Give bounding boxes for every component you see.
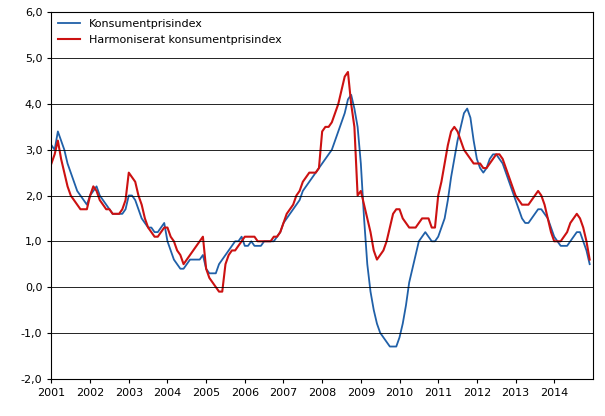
Konsumentprisindex [586,262,594,267]
Konsumentprisindex [347,92,355,97]
Harmoniserat konsumentprisindex [215,289,223,294]
Harmoniserat konsumentprisindex [145,225,152,230]
Line: Konsumentprisindex: Konsumentprisindex [51,95,590,347]
Harmoniserat konsumentprisindex [235,243,242,248]
Harmoniserat konsumentprisindex [586,257,594,262]
Harmoniserat konsumentprisindex [344,69,352,74]
Harmoniserat konsumentprisindex [370,248,378,253]
Konsumentprisindex [357,161,364,166]
Harmoniserat konsumentprisindex [48,161,55,166]
Harmoniserat konsumentprisindex [203,266,210,271]
Konsumentprisindex [203,266,210,271]
Konsumentprisindex [367,289,374,294]
Harmoniserat konsumentprisindex [361,202,368,207]
Konsumentprisindex [386,344,393,349]
Konsumentprisindex [232,239,239,244]
Line: Harmoniserat konsumentprisindex: Harmoniserat konsumentprisindex [51,72,590,292]
Legend: Konsumentprisindex, Harmoniserat konsumentprisindex: Konsumentprisindex, Harmoniserat konsume… [55,16,286,48]
Konsumentprisindex [483,166,490,171]
Konsumentprisindex [145,225,152,230]
Harmoniserat konsumentprisindex [483,166,490,171]
Konsumentprisindex [48,143,55,148]
